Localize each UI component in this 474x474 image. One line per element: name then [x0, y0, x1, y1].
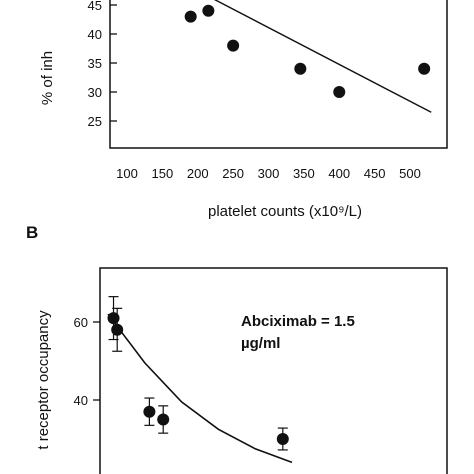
panel-a-data-point [418, 62, 431, 75]
panel-a-x-tick-label: 450 [364, 166, 386, 181]
panel-b-data-point [107, 312, 120, 325]
panel-a-y-tick-label: 25 [88, 114, 102, 129]
panel-b-data-point [111, 323, 124, 336]
panel-a-y-axis: 25 30 35 40 45 [88, 0, 117, 129]
panel-b-y-tick-label: 40 [74, 393, 88, 408]
panel-b-y-axis: 40 60 [74, 315, 100, 408]
panel-a-data-point [184, 10, 197, 23]
panel-b-label: B [26, 223, 38, 242]
panel-a-y-axis-title: % of inh [39, 51, 56, 105]
panel-a-x-tick-label: 500 [399, 166, 421, 181]
panel-a-x-tick-label: 300 [258, 166, 280, 181]
panel-a-x-tick-label: 150 [152, 166, 174, 181]
panel-a-x-axis: 100 150 200 250 300 350 400 450 500 [116, 166, 421, 181]
panel-a-x-tick-label: 400 [328, 166, 350, 181]
panel-b-chart: B 40 60 t receptor occupancy Abciximab = … [26, 223, 448, 474]
panel-a-data-point [202, 4, 215, 17]
panel-a-regression-line [213, 0, 432, 113]
panel-a-y-tick-label: 40 [88, 27, 102, 42]
panel-b-data-point [157, 413, 170, 426]
panel-a-x-tick-label: 200 [187, 166, 209, 181]
panel-a-x-tick-label: 350 [293, 166, 315, 181]
panel-a-data-point [227, 39, 240, 52]
panel-b-annotation-line-1: Abciximab = 1.5 [241, 313, 355, 330]
panel-a-x-tick-label: 100 [116, 166, 138, 181]
panel-a-y-tick-label: 30 [88, 85, 102, 100]
panel-a-chart: 25 30 35 40 45 100 150 200 250 300 350 400 450 500 %… [39, 0, 448, 220]
panel-b-data-point [143, 405, 156, 418]
panel-a-data-point [294, 62, 307, 75]
panel-a-x-tick-label: 250 [222, 166, 244, 181]
panel-a-x-axis-title: platelet counts (x10⁹/L) [208, 203, 362, 220]
panel-a-data-point [333, 86, 346, 98]
panel-b-points [107, 296, 289, 451]
panel-a-y-tick-label: 35 [88, 56, 102, 71]
panel-b-y-tick-label: 60 [74, 315, 88, 330]
panel-b-y-axis-title: t receptor occupancy [35, 310, 52, 450]
panel-a-points [184, 4, 431, 98]
panel-b-data-point [276, 433, 289, 445]
panel-b-annotation-line-2: µg/ml [241, 335, 280, 352]
panel-a-y-tick-label: 45 [88, 0, 102, 13]
panel-b-plot-frame [99, 267, 448, 474]
panel-a-plot-frame [109, 0, 448, 149]
panel-b-fit-curve [107, 313, 293, 464]
